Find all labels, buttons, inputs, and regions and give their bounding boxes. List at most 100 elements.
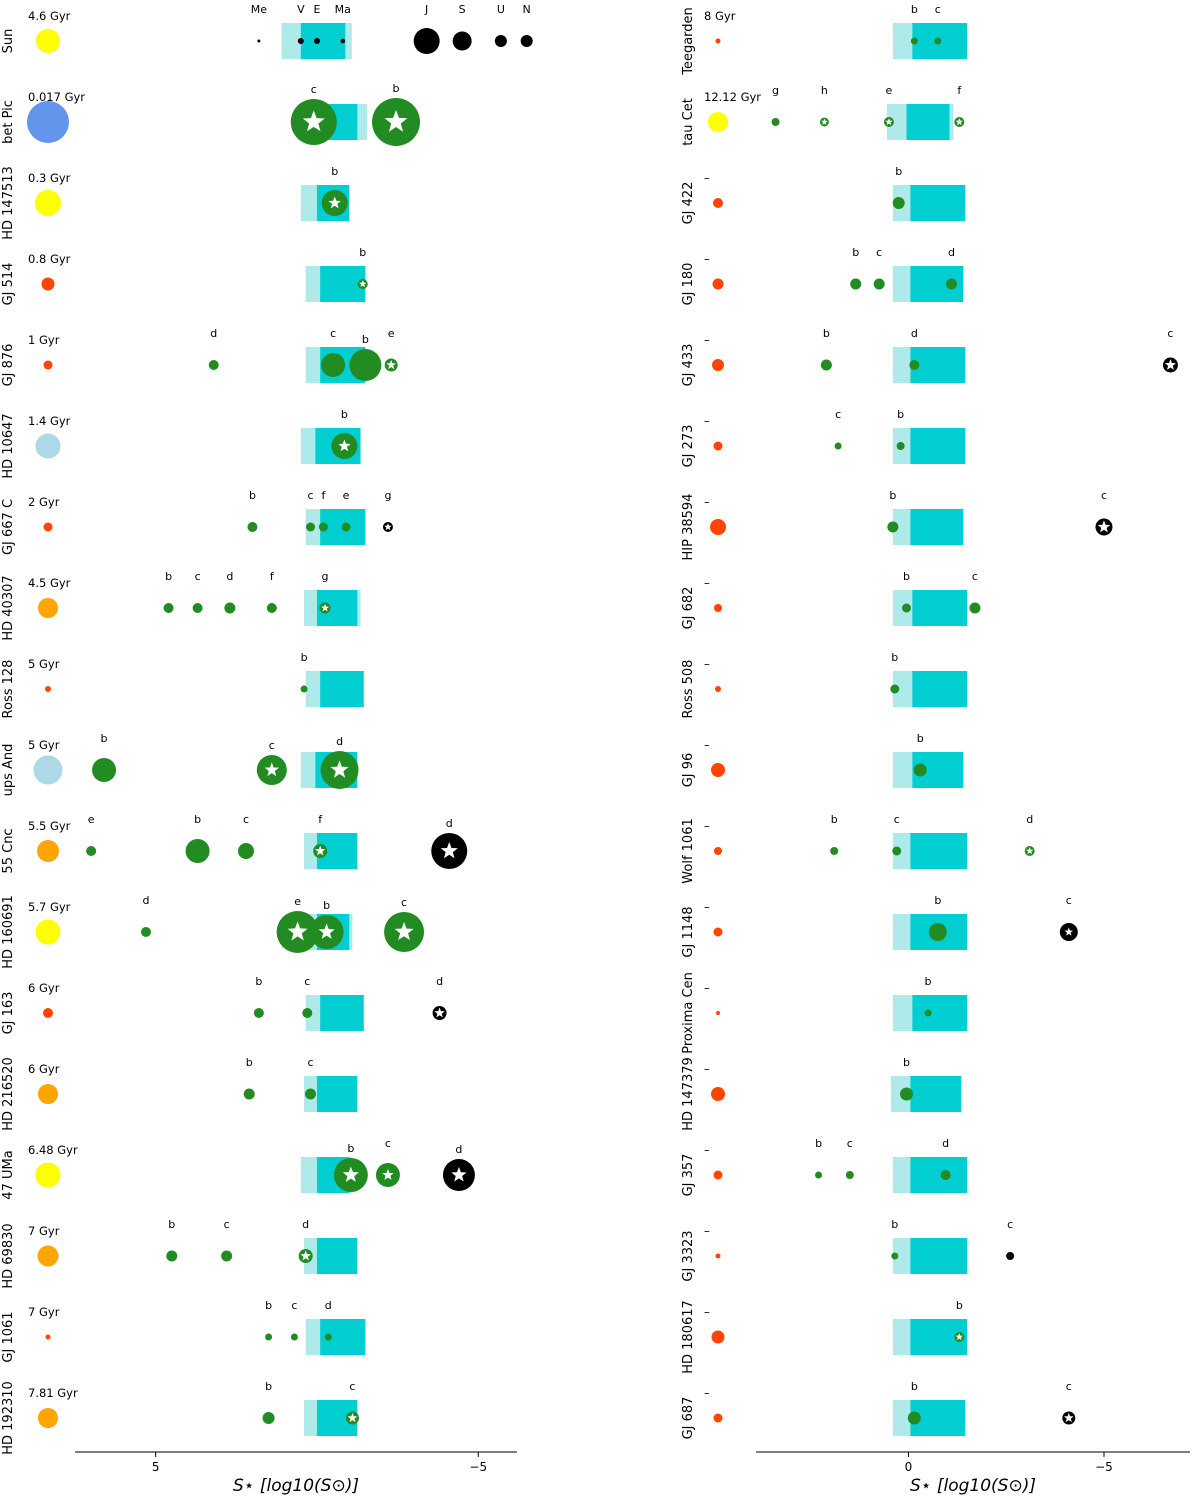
planet-star-symbol xyxy=(394,922,414,941)
planet-marker-b xyxy=(928,923,947,941)
planet-label: b xyxy=(359,246,366,259)
conservative-hz-band xyxy=(316,1076,358,1112)
system-age-label: 6 Gyr xyxy=(28,981,60,995)
planet-marker-c xyxy=(969,602,981,614)
planet-label: d xyxy=(911,327,918,340)
conservative-hz-band xyxy=(910,509,964,545)
host-star-marker xyxy=(712,278,724,290)
system-age-label: – xyxy=(704,1305,710,1319)
conservative-hz-band xyxy=(910,833,968,869)
planet-star-symbol xyxy=(821,118,828,125)
planet-label: b xyxy=(265,1299,272,1312)
planet-label: b xyxy=(255,975,262,988)
host-star-marker xyxy=(713,198,723,208)
planet-marker-b xyxy=(887,521,899,533)
system-name-label: ups And xyxy=(1,744,16,797)
system-name-label: Proxima Cen xyxy=(681,972,696,1054)
host-star-marker xyxy=(714,847,722,855)
system-row-47-uma: 47 UMa 6.48 Gyr b c d xyxy=(1,1137,475,1200)
system-name-label: HIP 38594 xyxy=(681,494,696,561)
planet-marker-d xyxy=(140,927,151,937)
planet-label: d xyxy=(142,894,149,907)
planet-label: f xyxy=(270,570,275,583)
planet-marker-f xyxy=(318,522,328,532)
system-row-hd-40307: HD 40307 4.5 Gyr b c d f g xyxy=(1,570,361,641)
host-star-marker xyxy=(37,1245,59,1267)
system-name-label: 47 UMa xyxy=(1,1150,16,1199)
planet-label: b xyxy=(891,1218,898,1231)
host-star-marker xyxy=(715,686,721,692)
system-row-hip-38594: HIP 38594– b c xyxy=(681,489,1113,561)
x-tick-label: −5 xyxy=(1095,1460,1113,1474)
planet-label: b xyxy=(823,327,830,340)
planet-label: c xyxy=(1007,1218,1013,1231)
conservative-hz-band xyxy=(316,1238,358,1274)
planet-marker-b xyxy=(92,758,117,782)
x-axis-title: S⋆ [log10(S⊙)] xyxy=(910,1476,1036,1496)
planet-star-symbol xyxy=(338,439,351,452)
planet-marker-Ma xyxy=(340,38,346,44)
conservative-hz-band xyxy=(912,995,968,1031)
planet-label: b xyxy=(925,975,932,988)
host-star-marker xyxy=(35,1162,61,1188)
planet-label: d xyxy=(446,817,453,830)
planet-label: U xyxy=(497,3,505,16)
planet-star-symbol xyxy=(328,196,341,209)
planet-marker-c xyxy=(237,843,254,859)
planet-star-symbol xyxy=(302,110,325,132)
planet-marker-V xyxy=(297,38,304,44)
system-row-gj-180: GJ 180– b c d xyxy=(681,246,964,305)
planet-marker-b xyxy=(163,603,174,613)
host-star-marker xyxy=(43,522,53,532)
planet-marker-c xyxy=(305,1088,317,1100)
system-age-label: 4.6 Gyr xyxy=(28,9,71,23)
conservative-hz-band xyxy=(912,671,968,707)
planet-marker-c xyxy=(1006,1252,1015,1260)
planet-label: b xyxy=(934,894,941,907)
planet-marker-E xyxy=(313,38,320,44)
system-row-gj-273: GJ 273– c b xyxy=(681,408,966,467)
system-row-55-cnc: 55 Cnc 5.5 Gyr e b c f d xyxy=(1,813,468,874)
system-row-gj-687: GJ 687– b c xyxy=(681,1380,1076,1439)
planet-star-symbol xyxy=(382,1169,394,1180)
planet-label: b xyxy=(852,246,859,259)
planet-star-symbol xyxy=(347,1412,358,1423)
planet-marker-U xyxy=(494,35,507,47)
host-star-marker xyxy=(38,598,58,618)
system-age-label: – xyxy=(704,252,710,266)
planet-marker-b xyxy=(907,1411,921,1425)
system-row-hd-10647: HD 10647 1.4 Gyr b xyxy=(1,408,361,479)
planet-marker-b xyxy=(166,1250,178,1262)
planet-label: g xyxy=(322,570,329,583)
planet-label: E xyxy=(313,3,320,16)
system-age-label: 7.81 Gyr xyxy=(28,1386,78,1400)
planet-label: c xyxy=(195,570,201,583)
system-name-label: GJ 433 xyxy=(681,344,696,387)
planet-label: b xyxy=(891,651,898,664)
host-star-marker xyxy=(713,1413,723,1423)
system-name-label: Sun xyxy=(1,29,16,54)
host-star-marker xyxy=(35,190,61,216)
system-age-label: – xyxy=(704,738,710,752)
planet-label: c xyxy=(972,570,978,583)
planet-label: b xyxy=(341,408,348,421)
planet-marker-c xyxy=(221,1250,233,1262)
system-name-label: tau Cet xyxy=(681,98,696,146)
planet-star-symbol xyxy=(287,921,308,941)
planet-marker-b xyxy=(243,1088,255,1100)
planet-marker-e xyxy=(341,522,351,532)
planet-label: S xyxy=(459,3,466,16)
system-name-label: GJ 422 xyxy=(681,182,696,225)
planet-label: c xyxy=(269,739,275,752)
planet-star-symbol xyxy=(434,1007,445,1018)
planet-label: e xyxy=(88,813,95,826)
planet-star-symbol xyxy=(264,762,279,777)
host-star-marker xyxy=(714,604,722,612)
planet-star-symbol xyxy=(440,842,458,859)
host-star-marker xyxy=(45,1334,51,1340)
system-name-label: GJ 514 xyxy=(1,263,16,306)
system-row-gj-682: GJ 682– b c xyxy=(681,570,981,629)
system-age-label: 1.4 Gyr xyxy=(28,414,71,428)
system-name-label: HD 192310 xyxy=(1,1381,16,1455)
